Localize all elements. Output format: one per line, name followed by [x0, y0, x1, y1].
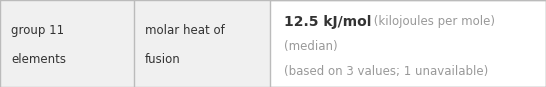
Text: elements: elements [11, 53, 66, 66]
Text: 12.5 kJ/mol: 12.5 kJ/mol [284, 15, 371, 29]
Text: (median): (median) [284, 40, 337, 53]
Text: molar heat of: molar heat of [145, 24, 224, 37]
Text: (kilojoules per mole): (kilojoules per mole) [370, 15, 495, 28]
Bar [0, 0, 270, 87]
Text: fusion: fusion [145, 53, 180, 66]
Text: (based on 3 values; 1 unavailable): (based on 3 values; 1 unavailable) [284, 65, 488, 78]
Text: group 11: group 11 [11, 24, 64, 37]
